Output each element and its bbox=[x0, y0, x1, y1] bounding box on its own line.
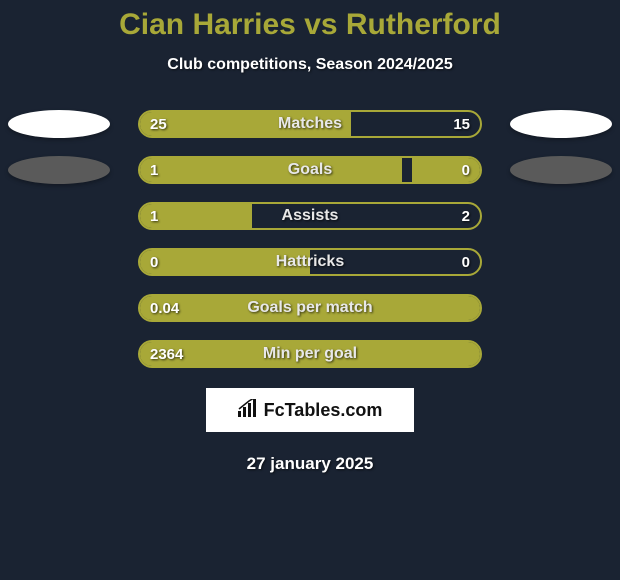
bar-fill-left bbox=[140, 342, 480, 366]
logo-text: FcTables.com bbox=[264, 400, 383, 421]
logo-box: FcTables.com bbox=[206, 388, 414, 432]
stat-row: Min per goal 2364 bbox=[0, 340, 620, 368]
stat-value-left: 0.04 bbox=[150, 294, 179, 322]
stat-value-right: 0 bbox=[462, 248, 470, 276]
stat-value-left: 25 bbox=[150, 110, 167, 138]
stat-row: Assists 1 2 bbox=[0, 202, 620, 230]
player-right-marker bbox=[510, 110, 612, 138]
stat-value-right: 2 bbox=[462, 202, 470, 230]
bar-fill-left bbox=[140, 250, 310, 274]
stat-value-right: 0 bbox=[462, 156, 470, 184]
stat-value-left: 1 bbox=[150, 156, 158, 184]
stat-row: Matches 25 15 bbox=[0, 110, 620, 138]
bar-fill-left bbox=[140, 296, 480, 320]
stat-value-left: 2364 bbox=[150, 340, 183, 368]
bar-fill-left bbox=[140, 158, 402, 182]
stat-value-right: 15 bbox=[453, 110, 470, 138]
bar-fill-left bbox=[140, 112, 351, 136]
comparison-subtitle: Club competitions, Season 2024/2025 bbox=[0, 56, 620, 74]
player-left-marker bbox=[8, 156, 110, 184]
chart-icon bbox=[238, 399, 260, 422]
stat-row: Hattricks 0 0 bbox=[0, 248, 620, 276]
stats-rows: Matches 25 15 Goals 1 0 Assists 1 2 bbox=[0, 110, 620, 368]
stat-value-left: 1 bbox=[150, 202, 158, 230]
bar-track bbox=[138, 156, 482, 184]
stat-value-left: 0 bbox=[150, 248, 158, 276]
stat-row: Goals per match 0.04 bbox=[0, 294, 620, 322]
snapshot-date: 27 january 2025 bbox=[0, 454, 620, 474]
stat-row: Goals 1 0 bbox=[0, 156, 620, 184]
player-left-marker bbox=[8, 110, 110, 138]
bar-track bbox=[138, 340, 482, 368]
bar-track bbox=[138, 110, 482, 138]
bar-track bbox=[138, 248, 482, 276]
player-right-marker bbox=[510, 156, 612, 184]
bar-track bbox=[138, 202, 482, 230]
comparison-title: Cian Harries vs Rutherford bbox=[0, 8, 620, 42]
bar-track bbox=[138, 294, 482, 322]
